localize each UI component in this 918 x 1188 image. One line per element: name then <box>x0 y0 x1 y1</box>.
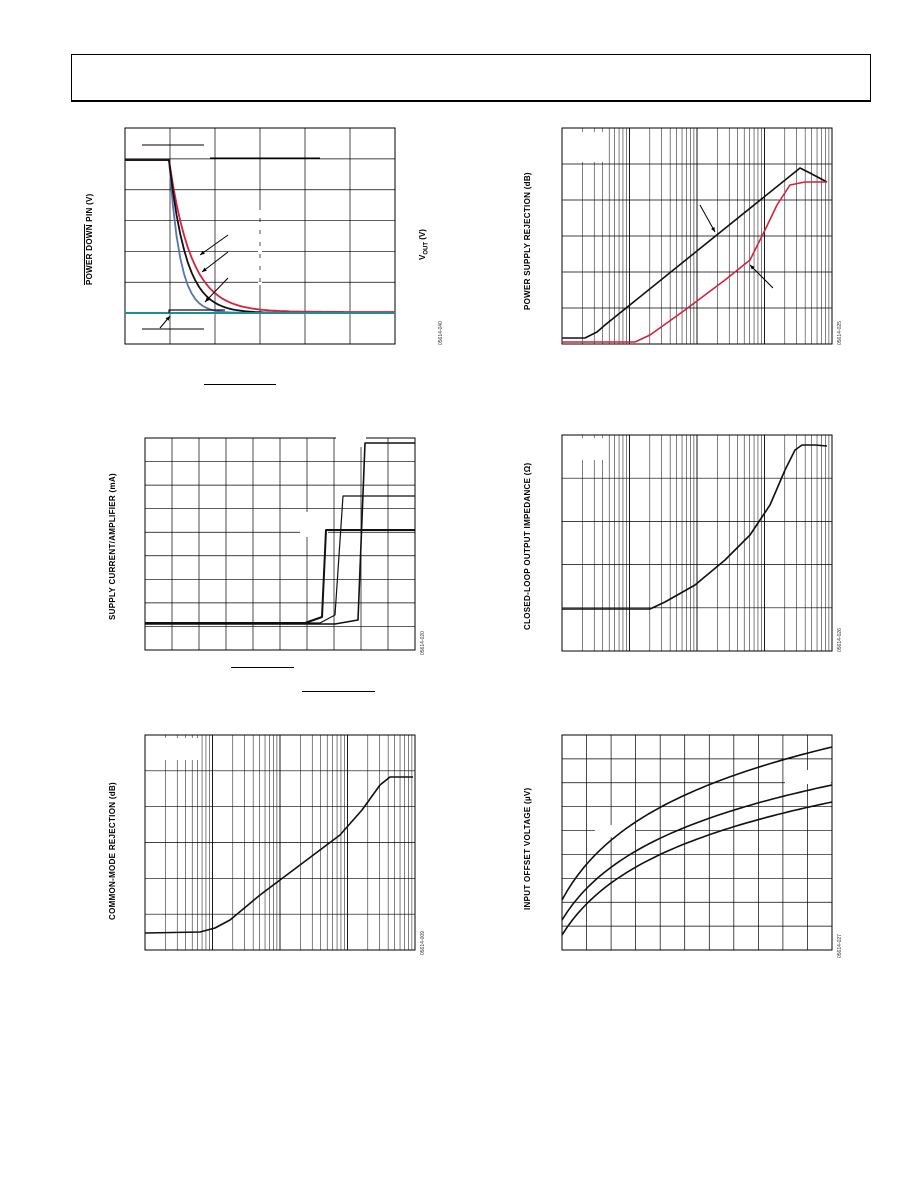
plot-frame <box>561 434 833 652</box>
series-black <box>562 167 828 339</box>
chart-cmrr: COMMON-MODE REJECTION (dB) 05614-009 <box>100 730 440 970</box>
plot-frame <box>144 437 416 651</box>
annotation-arrow-head <box>711 227 715 232</box>
series-black <box>144 776 413 934</box>
chart-power-down-svg <box>124 127 396 345</box>
plot-background <box>562 735 832 950</box>
series-top <box>561 746 833 901</box>
annotation-arrow <box>199 234 229 256</box>
annotation-arrow-head <box>202 267 207 272</box>
series-2 <box>145 495 415 624</box>
annotation-arrow <box>749 264 774 289</box>
annotation-arrow-head <box>205 297 210 302</box>
chart-offset-voltage-svg <box>561 734 833 951</box>
chart-psrr: POWER SUPPLY REJECTION (dB) 05614-025 <box>515 120 855 360</box>
plot-frame <box>561 734 833 951</box>
label-box <box>300 512 328 537</box>
chart-output-impedance: CLOSED-LOOP OUTPUT IMPEDANCE (Ω) 05614-0… <box>515 430 855 670</box>
legend-box <box>567 438 603 460</box>
legend-box <box>148 738 200 760</box>
label-box <box>595 825 635 837</box>
plot-frame <box>124 127 396 345</box>
annotation-arrow <box>201 251 229 273</box>
chart-cmrr-svg <box>144 734 416 951</box>
legend-box <box>567 132 603 162</box>
series-red <box>562 181 827 343</box>
annotation-arrow <box>204 277 229 303</box>
label-box <box>336 435 366 447</box>
underline-mark <box>204 384 276 385</box>
underline-mark <box>231 667 294 668</box>
chart-psrr-svg <box>561 127 833 345</box>
chart-supply-current: SUPPLY CURRENT/AMPLIFIER (mA) 05614-020 <box>100 430 440 700</box>
plot-frame <box>561 127 833 345</box>
series-3 <box>145 442 415 625</box>
chart-output-impedance-svg <box>561 434 833 652</box>
annotation-arrow-head <box>165 316 170 321</box>
series-bottom <box>561 801 833 936</box>
annotation-arrow <box>699 204 716 233</box>
chart-supply-current-svg <box>144 435 416 651</box>
page-header-frame <box>71 54 871 102</box>
annotation-arrow-head <box>750 265 755 270</box>
plot-frame <box>144 734 416 951</box>
series-middle <box>561 784 833 921</box>
chart-offset-voltage: INPUT OFFSET VOLTAGE (µV) 05614-027 <box>515 730 855 970</box>
series-black <box>562 444 828 610</box>
annotation-arrow-head <box>200 250 205 255</box>
series-pin-step <box>168 309 225 313</box>
chart-power-down: POWER DOWN PIN (V) VOUT (V) 05614-040 <box>80 120 450 390</box>
underline-mark <box>302 691 375 692</box>
label-box <box>785 770 831 784</box>
